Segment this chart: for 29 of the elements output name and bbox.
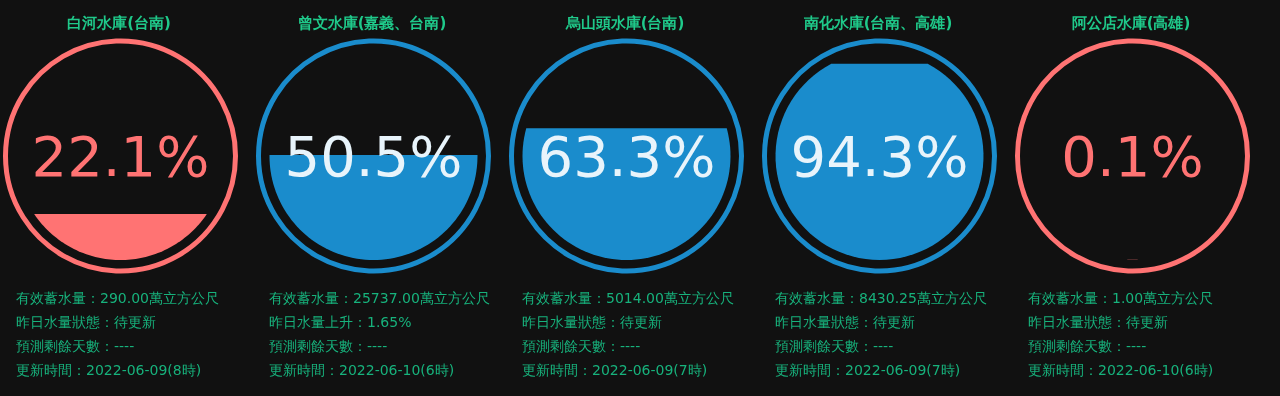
text: 預測剩餘天數：---- bbox=[1028, 337, 1148, 356]
data-label: 63.3% bbox=[537, 123, 716, 189]
text: 昨日水量狀態：待更新 bbox=[775, 313, 916, 332]
text: 阿公店水庫(高雄) bbox=[1071, 13, 1191, 32]
text: 有效蓄水量：8430.25萬立方公尺 bbox=[775, 289, 988, 308]
text: 烏山頭水庫(台南) bbox=[564, 13, 685, 32]
text: 更新時間：2022-06-09(7時) bbox=[775, 361, 962, 380]
text: 預測剩餘天數：---- bbox=[522, 337, 642, 356]
text: 曾文水庫(嘉義、台南) bbox=[297, 13, 447, 32]
text: 有效蓄水量：1.00萬立方公尺 bbox=[1028, 289, 1215, 308]
text: 有效蓄水量：5014.00萬立方公尺 bbox=[522, 289, 735, 308]
text: 昨日水量上升：1.65% bbox=[269, 313, 413, 332]
text: 南化水庫(台南、高雄) bbox=[802, 13, 953, 32]
data-label: 0.1% bbox=[1061, 123, 1204, 189]
text: 昨日水量狀態：待更新 bbox=[1028, 313, 1169, 332]
text: 更新時間：2022-06-10(6時) bbox=[269, 361, 456, 380]
text: 有效蓄水量：25737.00萬立方公尺 bbox=[269, 289, 491, 308]
text: 更新時間：2022-06-09(7時) bbox=[522, 361, 709, 380]
text: 預測剩餘天數：---- bbox=[269, 337, 389, 356]
data-label: 94.3% bbox=[790, 123, 969, 189]
text: 更新時間：2022-06-10(6時) bbox=[1028, 361, 1215, 380]
text: 預測剩餘天數：---- bbox=[775, 337, 895, 356]
text: 昨日水量狀態：待更新 bbox=[522, 313, 663, 332]
text: 預測剩餘天數：---- bbox=[16, 337, 136, 356]
text: 有效蓄水量：290.00萬立方公尺 bbox=[16, 289, 220, 308]
text: 更新時間：2022-06-09(8時) bbox=[16, 361, 203, 380]
text: 白河水庫(台南) bbox=[67, 13, 171, 32]
text: 昨日水量狀態：待更新 bbox=[16, 313, 157, 332]
data-label: 22.1% bbox=[31, 123, 210, 189]
